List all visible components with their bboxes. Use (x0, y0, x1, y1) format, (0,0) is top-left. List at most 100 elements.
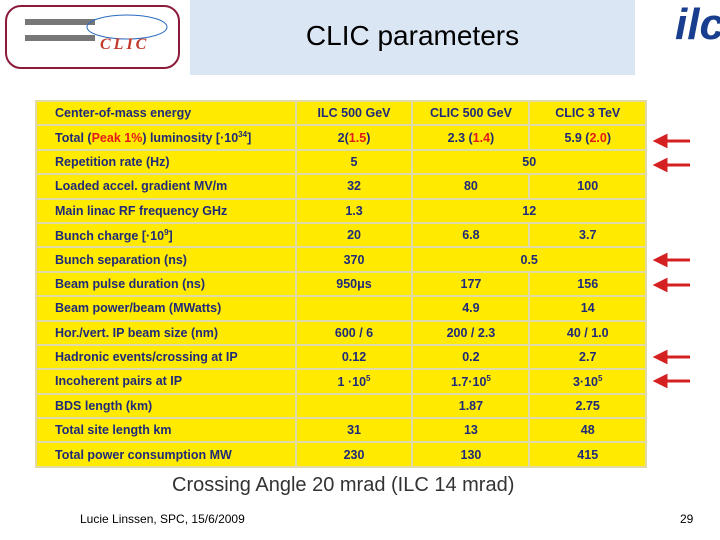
text-segment: ) (366, 130, 371, 145)
text-segment: 1.7·10 (450, 375, 487, 390)
row-label: BDS length (km) (35, 392, 297, 420)
cell: 0.2 (411, 343, 531, 371)
table-row: Bunch charge [·109] 20 6.8 3.7 (35, 221, 647, 249)
cell: 2.75 (528, 392, 647, 420)
cell: 50 (411, 148, 647, 176)
cell: 156 (528, 270, 647, 298)
cell: 230 (294, 441, 414, 468)
slide-title: CLIC parameters (305, 20, 520, 51)
cell (294, 392, 414, 420)
cell: CLIC 3 TeV (528, 99, 647, 127)
cell: 1.7·105 (411, 368, 531, 395)
table-row: BDS length (km) 1.87 2.75 (35, 392, 647, 420)
table-row: Incoherent pairs at IP 1 ·105 1.7·105 3·105 (35, 368, 647, 395)
row-label: Bunch charge [·109] (35, 221, 297, 249)
table-row: Hor./vert. IP beam size (nm) 600 / 6 200 /… (35, 319, 647, 346)
cell: 130 (411, 441, 531, 468)
cell: 2.7 (528, 343, 647, 371)
cell: 950μs (294, 270, 414, 298)
cell: 1.3 (294, 197, 414, 224)
cell: 5.9 (2.0) (528, 124, 647, 151)
cell: 177 (411, 270, 531, 298)
table-row: Hadronic events/crossing at IP 0.12 0.2 2.7 (35, 343, 647, 371)
ilc-logo: ilc (675, 0, 720, 49)
cell: CLIC 500 GeV (411, 99, 531, 127)
table-row: Center-of-mass energy ILC 500 GeV CLIC 500… (35, 99, 647, 127)
row-label: Beam power/beam (MWatts) (35, 295, 297, 322)
highlight: 2.0 (589, 130, 607, 145)
table-row: Beam power/beam (MWatts) 4.9 14 (35, 295, 647, 322)
cell: 31 (294, 417, 414, 444)
cell: 13 (411, 417, 531, 444)
table-row: Total power consumption MW 230 130 415 (35, 441, 647, 468)
cell: 0.5 (411, 246, 647, 273)
cell: 200 / 2.3 (411, 319, 531, 346)
cell: 6.8 (411, 221, 531, 249)
exponent: 5 (598, 373, 603, 383)
cell: 2.3 (1.4) (411, 124, 531, 151)
cell (294, 295, 414, 322)
row-label: Total power consumption MW (35, 441, 297, 468)
cell: 40 / 1.0 (528, 319, 647, 346)
cell: 80 (411, 173, 531, 200)
row-label: Center-of-mass energy (35, 99, 297, 127)
table-row: Beam pulse duration (ns) 950μs 177 156 (35, 270, 647, 298)
cell: 415 (528, 441, 647, 468)
exponent: 5 (486, 373, 491, 383)
clic-logo-text: CLIC (100, 36, 150, 53)
cell: 600 / 6 (294, 319, 414, 346)
cell: 4.9 (411, 295, 531, 322)
clic-logo (5, 5, 180, 69)
arrows (652, 133, 690, 389)
cell: 14 (528, 295, 647, 322)
row-label: Total site length km (35, 417, 297, 444)
cell: 370 (294, 246, 414, 273)
cell: 5 (294, 148, 414, 176)
cell: 0.12 (294, 343, 414, 371)
row-label: Total (Peak 1%) luminosity [·1034] (35, 124, 297, 151)
title-box (190, 0, 635, 75)
caption: Crossing Angle 20 mrad (ILC 14 mrad) (172, 474, 515, 496)
parameter-table: Center-of-mass energy ILC 500 GeV CLIC 500… (35, 99, 647, 468)
row-label: Incoherent pairs at IP (35, 368, 297, 395)
cell: 32 (294, 173, 414, 200)
cell: 1 ·105 (294, 368, 414, 395)
exponent: 34 (238, 130, 248, 139)
cell: 48 (528, 417, 647, 444)
text-segment: 2.3 ( (447, 130, 473, 145)
cell: 1.87 (411, 392, 531, 420)
footer-author: Lucie Linssen, SPC, 15/6/2009 (80, 512, 245, 526)
text-segment: 5.9 ( (564, 130, 590, 145)
row-label: Loaded accel. gradient MV/m (35, 173, 297, 200)
text-segment: ] (247, 131, 252, 146)
cell: 3·105 (528, 368, 647, 395)
page-number: 29 (680, 512, 694, 526)
text-segment: Total ( (55, 131, 92, 146)
table-row: Bunch separation (ns) 370 0.5 (35, 246, 647, 273)
cell: 100 (528, 173, 647, 200)
row-label: Bunch separation (ns) (35, 246, 297, 273)
highlight: Peak 1% (91, 131, 143, 146)
cell: ILC 500 GeV (294, 99, 414, 127)
text-segment: ) luminosity [·10 (142, 131, 239, 146)
text-segment: 1 ·10 (337, 375, 367, 390)
row-label: Main linac RF frequency GHz (35, 197, 297, 224)
text-segment: Bunch charge [·10 (55, 228, 165, 243)
cell: 20 (294, 221, 414, 249)
text-segment: ) (606, 130, 612, 145)
row-label: Hor./vert. IP beam size (nm) (35, 319, 297, 346)
logo-graphic (25, 14, 168, 41)
exponent: 9 (164, 227, 169, 237)
table-row: Loaded accel. gradient MV/m 32 80 100 (35, 173, 647, 200)
text-segment: ] (168, 228, 173, 243)
table-row: Main linac RF frequency GHz 1.3 12 (35, 197, 647, 224)
row-label: Hadronic events/crossing at IP (35, 343, 297, 371)
table-row: Repetition rate (Hz) 5 50 (35, 148, 647, 176)
text-segment: 2( (337, 130, 349, 145)
highlight: 1.4 (472, 130, 491, 145)
exponent: 5 (366, 373, 371, 383)
table-row: Total site length km 31 13 48 (35, 417, 647, 444)
text-segment: 3·10 (572, 375, 599, 390)
text-segment: ) (490, 130, 495, 145)
